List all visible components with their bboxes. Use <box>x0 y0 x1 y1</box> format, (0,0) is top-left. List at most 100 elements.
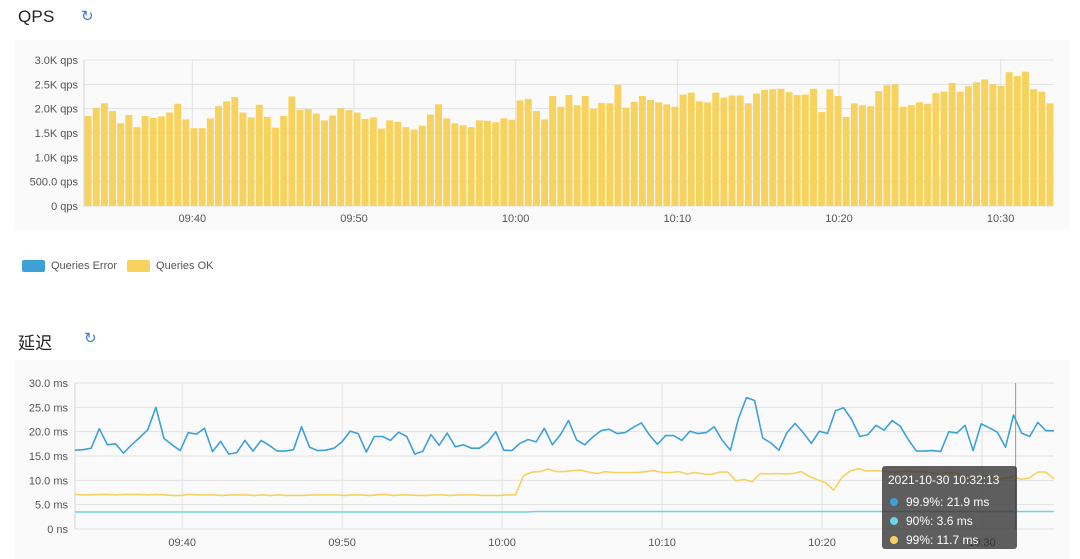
qps-bar <box>549 96 557 206</box>
qps-bar <box>630 101 638 206</box>
qps-bar <box>704 102 712 206</box>
qps-bar <box>304 109 312 206</box>
qps-bar <box>541 119 549 206</box>
qps-bar <box>312 113 320 206</box>
qps-bar <box>288 96 296 206</box>
qps-bar <box>329 115 337 206</box>
qps-bar <box>907 105 915 206</box>
qps-bar <box>842 116 850 206</box>
qps-bar <box>777 88 785 206</box>
qps-bar <box>655 102 663 206</box>
qps-bar <box>157 116 165 206</box>
y-tick-label: 30.0 ms <box>29 378 69 390</box>
qps-bar <box>190 128 198 206</box>
qps-bar <box>1021 71 1029 207</box>
legend-item-queries-error[interactable]: Queries Error <box>22 260 117 272</box>
qps-bar <box>647 99 654 206</box>
tooltip-dot-90 <box>890 516 898 525</box>
y-tick-label: 0 qps <box>51 201 78 213</box>
qps-bar <box>280 115 288 206</box>
qps-bar <box>964 86 972 206</box>
qps-bar <box>687 92 695 206</box>
qps-bar <box>850 103 858 206</box>
qps-bar <box>679 94 687 206</box>
qps-bar <box>753 93 760 206</box>
latency-title: 延迟 <box>18 334 53 353</box>
qps-bar <box>638 96 646 206</box>
x-tick-label: 09:50 <box>340 213 368 225</box>
qps-bar <box>247 117 255 206</box>
qps-bar <box>166 112 174 206</box>
y-tick-label: 15.0 ms <box>29 451 69 463</box>
tooltip-dot-999 <box>890 497 898 506</box>
qps-bar <box>826 89 834 206</box>
qps-bar <box>84 115 92 206</box>
qps-bar <box>622 107 630 206</box>
legend-swatch-error <box>22 260 45 272</box>
x-tick-label: 09:50 <box>328 537 356 549</box>
x-tick-label: 10:10 <box>664 213 692 225</box>
tooltip-row-99: 99%: 11.7 ms <box>888 530 1011 549</box>
qps-bar <box>125 114 133 206</box>
tooltip-text-99: 99%: 11.7 ms <box>906 532 979 547</box>
qps-bar <box>565 95 573 206</box>
qps-bar <box>581 96 589 206</box>
qps-bar <box>736 95 744 206</box>
qps-bar <box>997 85 1005 206</box>
qps-bar <box>263 116 271 206</box>
qps-bar <box>956 91 964 206</box>
x-tick-label: 10:30 <box>987 213 1015 225</box>
y-tick-label: 1.5K qps <box>35 128 79 140</box>
qps-bar <box>223 101 231 206</box>
tooltip-time: 2021-10-30 10:32:13 <box>888 473 1000 487</box>
qps-bar <box>516 100 524 206</box>
qps-bar <box>451 123 459 206</box>
qps-bar <box>598 102 606 206</box>
qps-bar <box>484 120 491 206</box>
legend-label-error: Queries Error <box>51 260 118 272</box>
qps-bar <box>973 82 981 206</box>
qps-bar <box>728 95 736 206</box>
y-tick-label: 10.0 ms <box>29 475 69 487</box>
qps-bar <box>467 127 475 206</box>
qps-bar <box>255 104 263 206</box>
qps-bar <box>141 115 149 206</box>
y-tick-label: 3.0K qps <box>35 55 79 67</box>
qps-bar <box>785 92 793 206</box>
qps-bar <box>924 103 932 206</box>
qps-bar <box>337 108 345 206</box>
qps-bar <box>671 106 679 206</box>
qps-bar <box>744 103 752 206</box>
refresh-icon[interactable]: ↻ <box>81 7 94 25</box>
legend-label-ok: Queries OK <box>156 260 214 272</box>
refresh-icon[interactable]: ↻ <box>84 329 97 347</box>
qps-bar <box>899 106 907 206</box>
latency-tooltip: 2021-10-30 10:32:13 99.9%: 21.9 ms 90%: … <box>882 466 1017 549</box>
x-tick-label: 10:20 <box>808 537 836 549</box>
qps-bar <box>100 103 108 206</box>
qps-bar <box>353 112 361 206</box>
qps-bar <box>1046 103 1054 206</box>
qps-bar <box>606 103 614 206</box>
qps-bar <box>133 127 141 206</box>
qps-bar <box>402 127 410 206</box>
legend-swatch-ok <box>127 260 151 272</box>
qps-bar <box>801 94 809 206</box>
qps-bar <box>378 128 385 206</box>
qps-bar <box>410 129 418 206</box>
qps-bar <box>1013 76 1021 206</box>
qps-bar <box>109 111 117 206</box>
tooltip-row-999: 99.9%: 21.9 ms <box>888 492 1011 511</box>
x-tick-label: 10:00 <box>488 537 516 549</box>
qps-bar <box>182 119 190 206</box>
qps-bar <box>916 102 923 206</box>
qps-bar <box>500 118 508 206</box>
qps-bar <box>557 106 565 206</box>
qps-bar <box>769 89 777 206</box>
qps-bar <box>589 108 597 206</box>
tooltip-text-90: 90%: 3.6 ms <box>906 513 973 528</box>
legend-item-queries-ok[interactable]: Queries OK <box>127 260 214 272</box>
qps-bar <box>369 117 377 206</box>
qps-bar <box>1005 72 1013 207</box>
